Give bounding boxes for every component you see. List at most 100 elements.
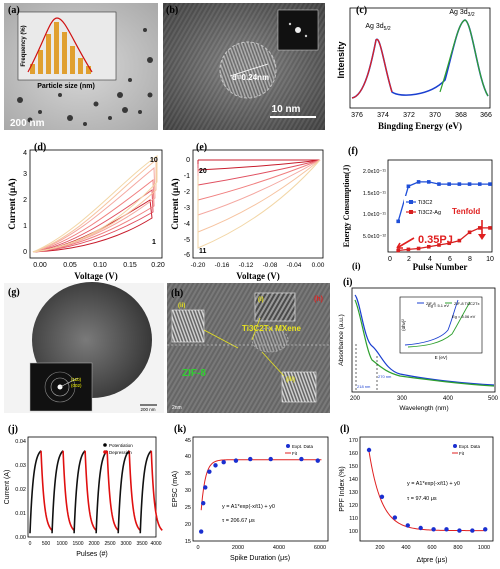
label-mxene: Ti3C2Tx MXene xyxy=(242,324,302,333)
svg-text:15: 15 xyxy=(185,539,191,545)
xticks-k: 0 2000 4000 6000 xyxy=(196,545,326,551)
series-point-1 xyxy=(416,246,421,251)
xticks-l: 200 400 600 800 1000 xyxy=(375,545,490,551)
svg-text:-0.04: -0.04 xyxy=(287,262,302,269)
svg-text:0.03: 0.03 xyxy=(15,463,26,469)
label-zif8: ZIF-8 xyxy=(182,368,206,379)
data-point-k xyxy=(213,463,218,468)
series-point-1 xyxy=(477,226,482,230)
svg-text:0: 0 xyxy=(186,157,190,164)
svg-text:30: 30 xyxy=(185,488,191,494)
axes-k xyxy=(192,436,329,542)
panel-label-e: (e) xyxy=(196,142,207,153)
panel-l: Expt. Data Fit y = A1*exp(-x/t1) + y0 τ … xyxy=(339,424,494,564)
legend-l-data: Expt. Data xyxy=(459,444,481,449)
panel-a: (a) Particle size (nm) Frequency (%) 200… xyxy=(4,3,158,130)
svg-text:130: 130 xyxy=(349,490,358,496)
data-point-k xyxy=(268,456,273,462)
xticks-e: -0.20 -0.16 -0.12 -0.08 -0.04 0.00 xyxy=(191,262,325,269)
svg-text:160: 160 xyxy=(349,451,358,457)
legend-i-zif8-mxene: ZIF-8 Ti3C2Tx xyxy=(454,301,480,306)
data-point-k xyxy=(233,458,239,463)
panel-g: (110) (002) (g) 200 nm xyxy=(4,282,164,413)
xlabel-j: Pulses (#) xyxy=(76,551,108,558)
inset-iii xyxy=(281,371,317,403)
svg-text:8: 8 xyxy=(468,256,472,263)
scalebar-a: 200 nm xyxy=(10,118,45,129)
data-point-k xyxy=(198,529,204,534)
data-point-k xyxy=(203,485,208,490)
xticks-i: 200 300 400 500 xyxy=(350,396,499,402)
scalebar-g: 200 nm xyxy=(140,407,155,412)
ylabel-e: Current (μA) xyxy=(170,178,180,229)
label-iii: (iii) xyxy=(286,377,295,383)
tauc-eg1: Eg = 5.1 eV xyxy=(428,303,449,308)
series-point-0 xyxy=(396,219,400,224)
svg-text:5.0x10⁻¹²: 5.0x10⁻¹² xyxy=(363,234,386,240)
series-point-0 xyxy=(416,180,421,184)
xlabel-f: Pulse Number xyxy=(413,262,468,272)
panel-h: Ti3C2Tx MXene ZIF-8 (ii) (i) (iii) (h) (… xyxy=(167,283,330,413)
peak-label-1: Ag 3d5/2 xyxy=(365,23,390,32)
svg-text:1000: 1000 xyxy=(478,545,490,551)
end-label-e: 11 xyxy=(199,248,207,255)
svg-text:3: 3 xyxy=(23,171,27,178)
svg-text:0.04: 0.04 xyxy=(15,439,26,445)
depression-cycle xyxy=(84,450,97,531)
annot-energy: 0.35PJ xyxy=(418,234,453,246)
data-point-k xyxy=(221,460,226,465)
series-point-1 xyxy=(406,247,411,252)
svg-text:368: 368 xyxy=(455,112,467,119)
potentiation-cycle xyxy=(29,450,42,534)
svg-text:400: 400 xyxy=(443,396,454,402)
inset-ii xyxy=(171,309,205,343)
ylabel-j: Current (A) xyxy=(4,470,11,505)
series-point-1 xyxy=(467,230,472,235)
depression-cycle xyxy=(40,450,53,531)
ylabel-k: EPSC (mA) xyxy=(172,471,179,507)
svg-text:1.5x10⁻¹¹: 1.5x10⁻¹¹ xyxy=(363,191,386,197)
svg-text:25: 25 xyxy=(185,505,191,511)
legend-potentiation: Potentiation xyxy=(109,443,133,448)
svg-text:2500: 2500 xyxy=(104,541,115,547)
svg-text:400: 400 xyxy=(401,545,410,551)
yticks-k: 15 20 25 30 35 40 45 xyxy=(185,438,191,545)
svg-text:4: 4 xyxy=(428,256,432,263)
tauc-eg2: Eg = 5.06 eV xyxy=(452,314,476,319)
series-point-0 xyxy=(477,182,482,186)
plot-f xyxy=(396,180,492,253)
svg-text:35: 35 xyxy=(185,471,191,477)
svg-text:20: 20 xyxy=(185,522,191,528)
end-label-d: 10 xyxy=(150,157,158,164)
equation-l: y = A1*exp(-x/t1) + y0 xyxy=(407,481,460,487)
svg-text:0.02: 0.02 xyxy=(15,487,26,493)
series-point-0 xyxy=(437,182,441,186)
xps-fit-1 xyxy=(351,38,393,99)
xlabel-i: Wavelength (nm) xyxy=(399,405,448,412)
sublabel-f: (i) xyxy=(352,261,361,271)
axes-i xyxy=(351,287,496,393)
yticks-f: 5.0x10⁻¹² 1.0x10⁻¹¹ 1.5x10⁻¹¹ 2.0x10⁻¹¹ xyxy=(363,169,386,240)
svg-text:4: 4 xyxy=(23,150,27,157)
panel-label-h: (h) xyxy=(171,288,183,299)
axes-f xyxy=(387,159,493,253)
xlabel-l: Δtpre (μs) xyxy=(417,557,448,564)
svg-text:-0.20: -0.20 xyxy=(191,262,206,269)
saed-label-110: (110) xyxy=(71,377,82,382)
absorbance-zif8 xyxy=(354,294,495,386)
panel-k: Expt. Data Fit y = A1*exp(-x/t1) + y0 τ … xyxy=(172,424,329,562)
axes-c xyxy=(349,7,491,109)
series-point-0 xyxy=(457,182,462,186)
svg-text:0.10: 0.10 xyxy=(93,262,107,269)
data-point-k xyxy=(207,469,212,474)
legend-depression: Depression xyxy=(109,450,132,455)
fit-line-l xyxy=(368,451,486,532)
xlabel-d: Voltage (V) xyxy=(74,271,117,281)
svg-text:-4: -4 xyxy=(184,221,190,228)
svg-text:3500: 3500 xyxy=(136,541,147,547)
svg-text:4000: 4000 xyxy=(150,541,161,547)
xticks-f: 0 2 4 6 8 10 xyxy=(388,256,494,263)
xticks-d: 0.00 0.05 0.10 0.15 0.20 xyxy=(33,262,165,269)
xticks-j: 0 500 1000 1500 2000 2500 3000 3500 4000 xyxy=(29,541,162,547)
